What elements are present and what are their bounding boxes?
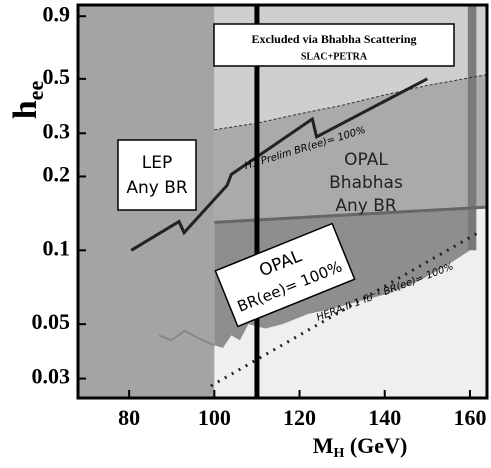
y-tick-label: 0.03	[32, 364, 71, 389]
x-tick-label: 120	[283, 405, 316, 430]
annotation-box	[214, 222, 356, 328]
y-tick-label: 0.05	[32, 309, 71, 334]
region	[214, 74, 487, 223]
y-tick-label: 0.3	[43, 118, 71, 143]
y-tick-label: 0.1	[43, 235, 71, 260]
annotation: OPAL	[344, 150, 388, 170]
curve	[130, 77, 429, 252]
x-axis-label-part: H	[333, 446, 344, 461]
x-tick-label: 100	[198, 405, 231, 430]
curve	[214, 205, 487, 224]
y-axis-label-part: h	[7, 100, 44, 119]
x-tick-label: 80	[118, 405, 140, 430]
plot-frame	[76, 3, 489, 400]
x-axis-label: MH (GeV)	[313, 433, 408, 461]
region	[467, 5, 477, 251]
annotation-box	[213, 23, 455, 67]
y-tick-label: 0.9	[43, 1, 71, 26]
annotation-box	[117, 139, 197, 211]
plot: Excluded via Bhabha Scattering SLAC+PETRA…	[78, 5, 487, 398]
x-axis-label-part: (GeV)	[344, 433, 407, 458]
annotation: LEP	[142, 153, 172, 173]
y-tick-label: 0.2	[43, 162, 71, 187]
annotation: SLAC+PETRA	[301, 51, 368, 62]
x-tick-label: 140	[368, 405, 401, 430]
y-tick-label: 0.5	[43, 64, 71, 89]
annotation: Excluded via Bhabha Scattering	[251, 32, 416, 46]
x-axis-label-part: M	[313, 433, 334, 458]
x-tick-label: 160	[453, 405, 486, 430]
annotation: Any BR	[335, 196, 397, 216]
curve	[158, 329, 215, 347]
curve	[214, 74, 487, 131]
annotation: Bhabhas	[329, 173, 403, 193]
y-axis-label: hee	[7, 81, 48, 120]
annotation: Any BR	[126, 178, 188, 198]
y-axis-label-part: ee	[23, 81, 48, 101]
